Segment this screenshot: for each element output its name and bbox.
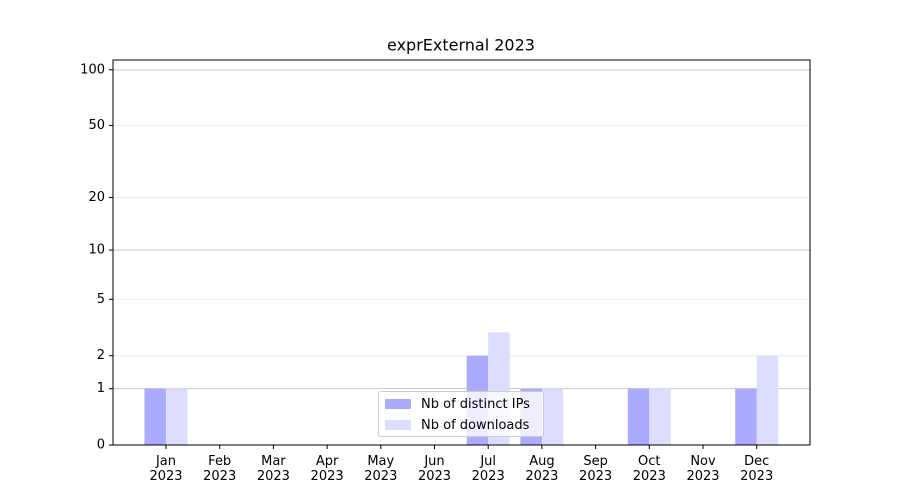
x-tick-label: Jul 2023	[471, 454, 505, 484]
x-tick-label: Mar 2023	[256, 454, 290, 484]
legend-item: Nb of distinct IPs	[385, 394, 530, 414]
x-tick-label: Oct 2023	[632, 454, 666, 484]
x-tick-label: Sep 2023	[579, 454, 613, 484]
bar	[541, 388, 564, 445]
legend-label: Nb of downloads	[421, 417, 530, 433]
plot-frame	[112, 59, 811, 446]
y-tick-label: 10	[88, 243, 105, 258]
x-tick-label: Nov 2023	[686, 454, 720, 484]
bar	[166, 388, 188, 445]
y-tick-label: 1	[97, 381, 105, 396]
chart-title: exprExternal 2023	[387, 36, 535, 55]
x-tick-label: May 2023	[364, 454, 398, 484]
x-tick-label: Jan 2023	[149, 454, 183, 484]
legend: Nb of distinct IPs Nb of downloads	[378, 391, 544, 437]
legend-label: Nb of distinct IPs	[421, 396, 530, 412]
bar	[144, 388, 166, 445]
y-tick-label: 5	[97, 292, 105, 307]
bar	[756, 355, 779, 445]
y-tick-label: 50	[88, 118, 105, 133]
x-tick-label: Dec 2023	[740, 454, 774, 484]
legend-swatch	[385, 420, 411, 430]
x-tick-label: Aug 2023	[525, 454, 559, 484]
bar	[735, 388, 757, 445]
y-tick-label: 100	[80, 62, 105, 77]
bar	[649, 388, 671, 445]
y-tick-label: 0	[97, 438, 105, 453]
x-tick-label: Jun 2023	[417, 454, 452, 484]
legend-item: Nb of downloads	[385, 415, 529, 435]
bar	[627, 388, 650, 445]
legend-swatch	[385, 399, 411, 409]
x-tick-label: Apr 2023	[310, 454, 344, 484]
y-tick-label: 20	[88, 190, 105, 205]
x-tick-label: Feb 2023	[203, 454, 237, 484]
y-tick-label: 2	[97, 348, 105, 363]
